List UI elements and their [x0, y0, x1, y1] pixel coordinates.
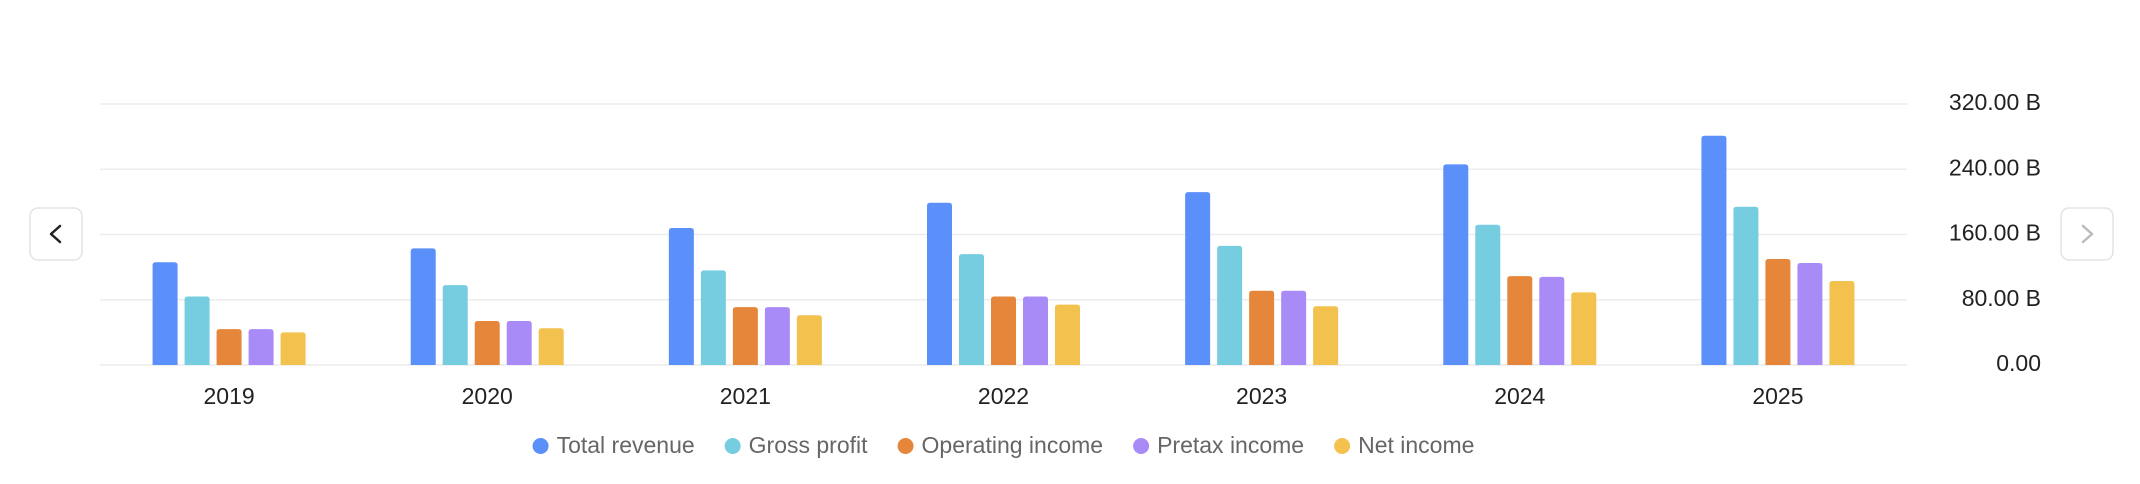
y-tick-label: 240.00 B: [1949, 154, 2041, 180]
bar: [1475, 224, 1501, 365]
legend-label: Pretax income: [1157, 432, 1304, 458]
bar: [1055, 304, 1080, 365]
bar: [506, 320, 532, 365]
bar: [668, 227, 694, 365]
y-tick-label: 320.00 B: [1949, 89, 2041, 115]
legend-label: Gross profit: [749, 432, 868, 458]
bar: [927, 202, 952, 365]
bar: [1701, 135, 1727, 365]
legend-marker: [532, 438, 549, 454]
bar: [1797, 263, 1823, 365]
bar: [1571, 292, 1597, 365]
bar: [152, 262, 178, 365]
bar: [700, 270, 726, 365]
legend-marker: [1334, 438, 1351, 454]
x-tick-label: 2020: [462, 383, 513, 409]
x-tick-label: 2021: [720, 383, 771, 409]
bar: [796, 315, 822, 365]
bar: [1281, 290, 1307, 365]
bar: [1507, 276, 1533, 365]
legend-label: Net income: [1358, 432, 1474, 458]
legend-label: Operating income: [922, 432, 1104, 458]
bar: [959, 254, 984, 365]
x-tick-label: 2023: [1236, 383, 1287, 409]
bar: [474, 320, 500, 365]
bar: [1185, 192, 1211, 365]
bar: [280, 332, 306, 365]
y-tick-label: 160.00 B: [1949, 220, 2041, 246]
x-tick-label: 2019: [203, 383, 254, 409]
bar: [1443, 164, 1469, 365]
bar: [732, 307, 758, 365]
legend-marker: [724, 438, 741, 454]
x-tick-label: 2022: [978, 383, 1029, 409]
bar: [1539, 276, 1565, 365]
bar: [991, 296, 1016, 365]
bar: [216, 329, 242, 365]
bar: [1765, 258, 1791, 365]
legend-marker: [1133, 438, 1150, 454]
bar: [538, 328, 564, 365]
x-tick-label: 2024: [1494, 383, 1545, 409]
bar: [1829, 280, 1855, 365]
bar: [1733, 206, 1759, 365]
legend-marker: [897, 438, 914, 454]
bar: [1313, 306, 1339, 365]
bar: [1249, 290, 1275, 365]
x-tick-label: 2025: [1752, 383, 1803, 409]
bar: [764, 307, 790, 365]
bar: [442, 285, 468, 365]
bar: [410, 248, 436, 365]
bar: [184, 296, 210, 365]
prev-button[interactable]: [29, 207, 83, 261]
bar: [248, 329, 274, 365]
next-button[interactable]: [2060, 207, 2114, 261]
bar: [1023, 296, 1048, 365]
bar: [1217, 245, 1243, 365]
y-tick-label: 80.00 B: [1962, 285, 2041, 311]
y-tick-label: 0.00: [1996, 350, 2041, 376]
legend-label: Total revenue: [557, 432, 695, 458]
